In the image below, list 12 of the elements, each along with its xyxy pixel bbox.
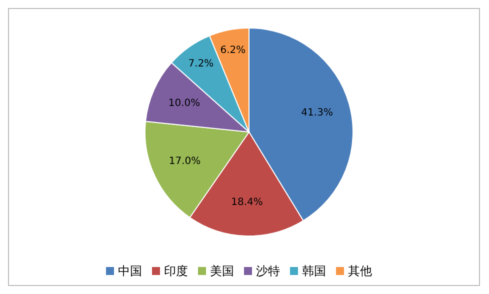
data-label: 7.2%	[188, 58, 214, 70]
legend-label: 其他	[348, 264, 372, 278]
legend-label: 中国	[118, 264, 142, 278]
data-label: 17.0%	[168, 156, 201, 168]
data-label: 41.3%	[301, 107, 333, 118]
data-label: 6.2%	[220, 44, 246, 56]
legend-label: 沙特	[256, 264, 280, 278]
legend-label: 印度	[164, 264, 188, 278]
legend-label: 韩国	[302, 264, 326, 278]
data-label: 10.0%	[168, 98, 200, 109]
data-label: 18.4%	[231, 197, 263, 208]
legend-label: 美国	[210, 264, 234, 278]
